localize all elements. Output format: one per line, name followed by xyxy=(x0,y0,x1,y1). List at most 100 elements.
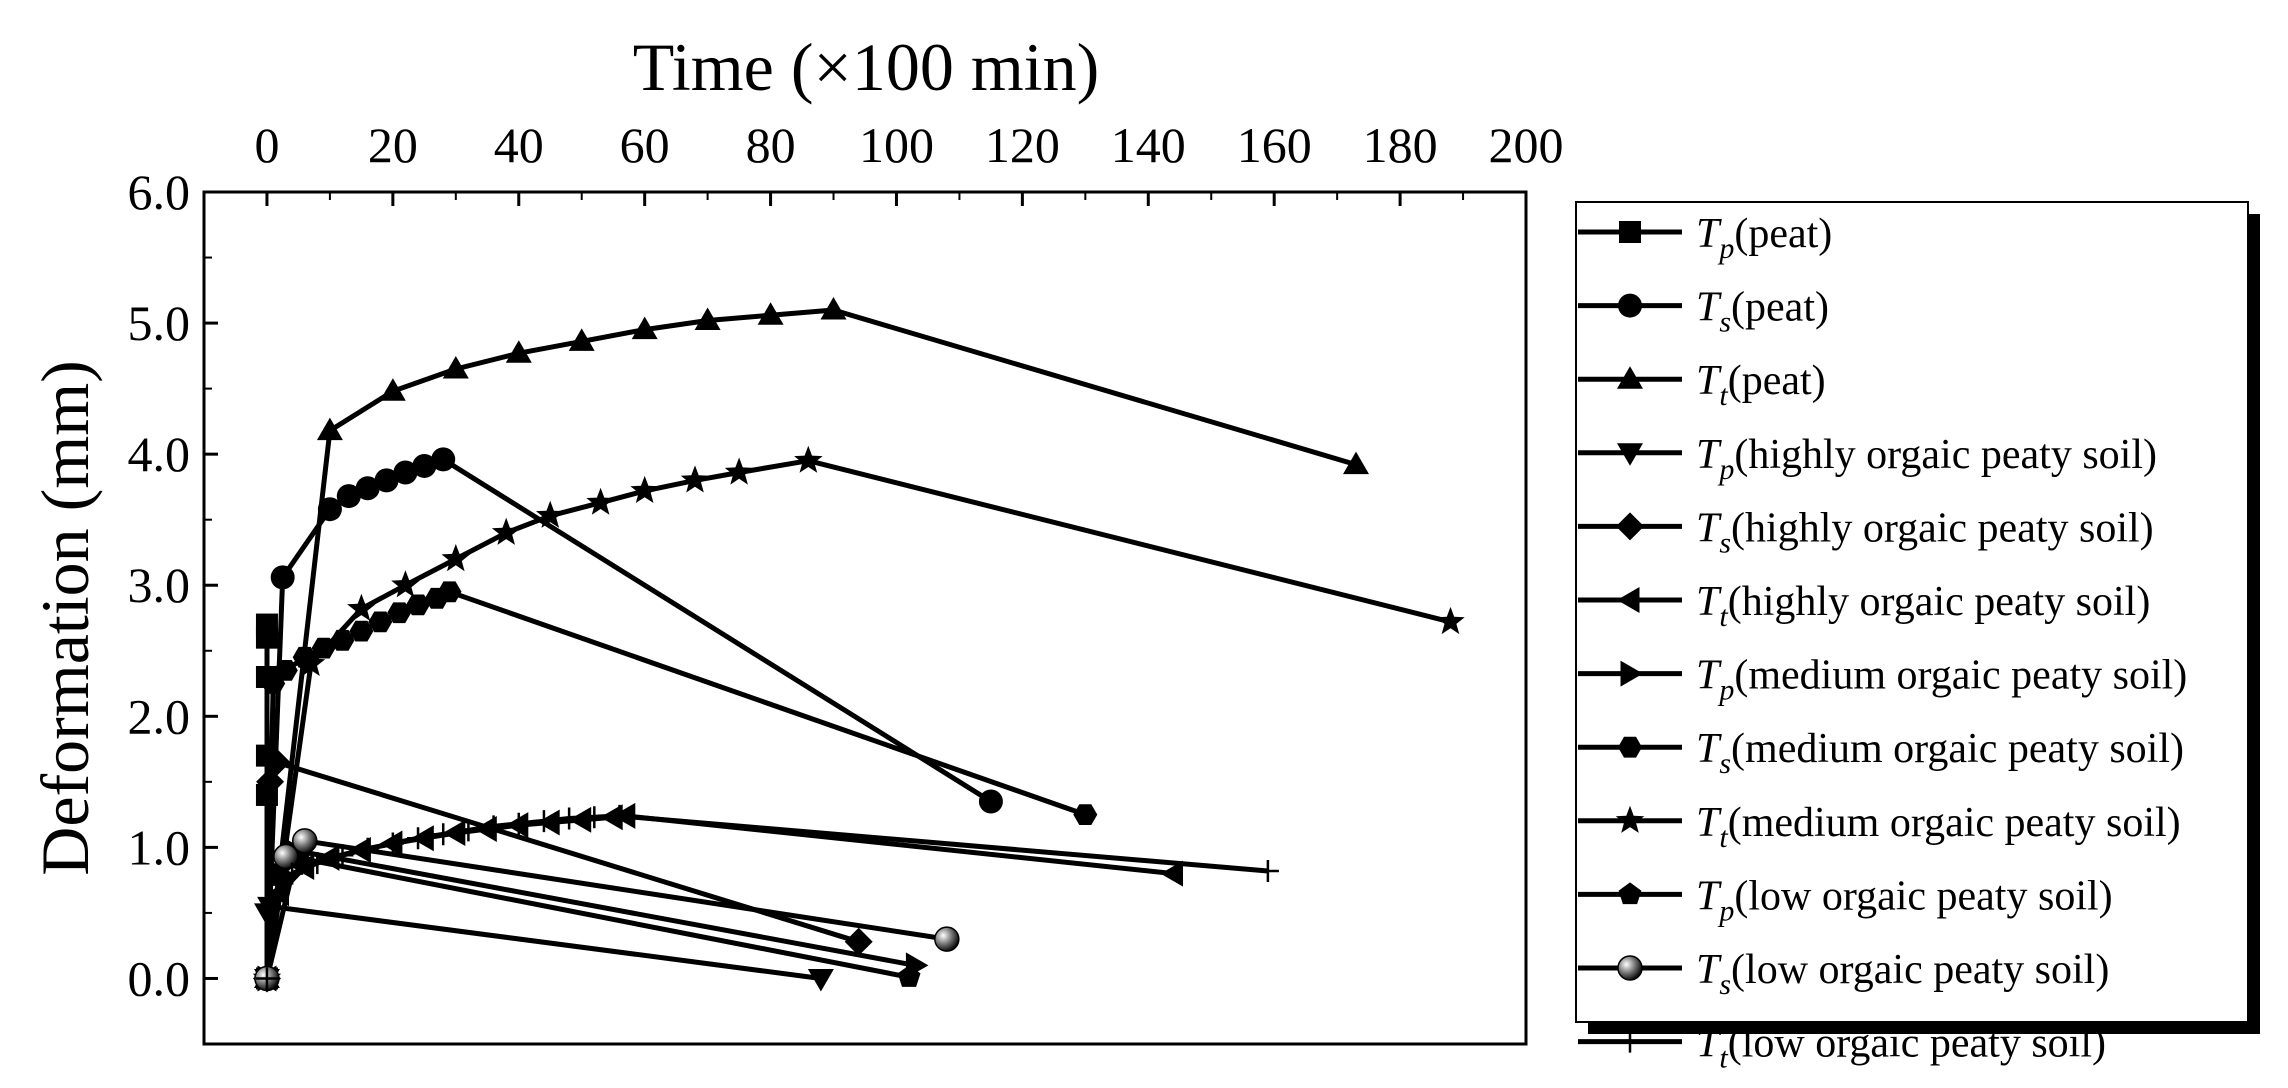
legend-marker-plus xyxy=(1619,1030,1641,1053)
legend-label: Tt(highly orgaic peaty soil) xyxy=(1696,579,2150,633)
x-tick-label: 160 xyxy=(1237,117,1312,173)
data-point-triangle-up xyxy=(505,340,532,363)
data-point-plus xyxy=(356,837,379,860)
data-point-triangle-up xyxy=(316,417,343,441)
x-tick-label: 180 xyxy=(1363,117,1438,173)
data-point-hexagon xyxy=(387,602,412,624)
data-point-hexagon xyxy=(349,620,374,642)
legend-label: Tp(low orgaic peaty soil) xyxy=(1696,873,2113,927)
data-point-hexagon xyxy=(437,581,462,603)
x-tick-label: 140 xyxy=(1111,117,1186,173)
data-point-plus xyxy=(432,823,455,846)
legend-label: Tp(medium orgaic peaty soil) xyxy=(1696,653,2187,707)
x-tick-label: 60 xyxy=(620,117,670,173)
series-lines xyxy=(264,307,1452,981)
axis-ticks: 0 20 40 60 80 100 120 140 160 180 200 0.0 1.0 2.0 3.0 4… xyxy=(128,117,1564,1045)
data-point-star xyxy=(680,465,710,493)
legend-marker-circle xyxy=(1618,293,1642,318)
data-point-plus xyxy=(457,819,480,842)
data-point-plus xyxy=(1256,859,1279,882)
data-point-triangle-left xyxy=(442,820,466,846)
data-point-plus xyxy=(381,832,404,855)
data-point-triangle-up xyxy=(631,316,658,340)
data-point-circle xyxy=(270,565,295,590)
data-point-circle xyxy=(393,460,418,485)
x-axis-title: Time (×100 min) xyxy=(633,29,1100,105)
data-point-triangle-down xyxy=(257,896,284,920)
data-point-plus xyxy=(281,862,304,885)
y-tick-label: 5.0 xyxy=(128,295,191,351)
data-point-circle xyxy=(412,453,437,478)
data-point-star xyxy=(347,593,376,621)
data-point-triangle-left xyxy=(266,880,289,907)
series-line-2 xyxy=(264,456,993,979)
data-point-star xyxy=(1436,606,1465,635)
data-point-plus xyxy=(532,810,555,833)
data-point-triangle-left xyxy=(600,804,623,831)
legend-marker-sphere xyxy=(1617,955,1643,981)
data-point-triangle-left xyxy=(537,809,560,836)
data-point-hexagon xyxy=(368,611,393,633)
data-point-triangle-up xyxy=(694,307,721,330)
data-point-sphere xyxy=(273,843,299,870)
data-point-plus xyxy=(482,815,505,838)
data-point-triangle-up xyxy=(442,356,469,379)
data-point-sphere xyxy=(934,926,960,952)
data-point-plus xyxy=(407,827,430,850)
data-point-triangle-left xyxy=(568,806,592,833)
data-point-diamond xyxy=(844,927,873,956)
legend: Tp(peat) Ts(peat) Tt(peat) Tp(highly orgaic… xyxy=(1578,211,2187,1075)
y-tick-label: 0.0 xyxy=(128,950,191,1006)
data-point-hexagon xyxy=(330,629,355,651)
y-tick-label: 2.0 xyxy=(128,688,191,744)
x-tick-label: 20 xyxy=(368,117,418,173)
data-point-circle xyxy=(355,476,380,501)
data-point-hexagon xyxy=(1073,804,1098,825)
legend-label: Tt(peat) xyxy=(1696,358,1826,412)
legend-label: Tt(medium orgaic peaty soil) xyxy=(1696,800,2181,854)
plot-frame xyxy=(202,190,1528,1046)
data-point-triangle-left xyxy=(474,816,497,842)
y-tick-label: 6.0 xyxy=(128,164,191,220)
legend-label: Ts(medium orgaic peaty soil) xyxy=(1696,726,2184,780)
data-point-star xyxy=(491,517,521,545)
y-tick-label: 1.0 xyxy=(128,819,191,875)
legend-label: Tt(low orgaic peaty soil) xyxy=(1696,1021,2106,1075)
legend-marker-square xyxy=(1619,221,1641,243)
data-point-triangle-down xyxy=(807,969,834,992)
legend-marker-hexagon xyxy=(1618,736,1642,758)
x-tick-label: 40 xyxy=(494,117,544,173)
data-point-hexagon xyxy=(406,594,430,616)
data-point-plus xyxy=(306,852,329,875)
legend-label: Tp(peat) xyxy=(1696,211,1832,265)
legend-marker-triangle-right xyxy=(1620,660,1643,687)
x-tick-label: 200 xyxy=(1489,117,1564,173)
legend-marker-triangle-up xyxy=(1617,366,1643,389)
data-point-circle xyxy=(374,468,399,493)
data-point-plus xyxy=(507,812,530,835)
data-point-triangle-left xyxy=(348,837,371,863)
data-point-star xyxy=(724,457,754,485)
data-point-plus xyxy=(558,807,581,830)
legend-marker-diamond xyxy=(1616,512,1644,541)
data-point-triangle-left xyxy=(1160,860,1183,887)
data-point-star xyxy=(536,500,565,528)
legend-box xyxy=(1575,201,2249,1023)
data-point-plus xyxy=(583,806,606,829)
legend-marker-star xyxy=(1615,805,1645,833)
x-tick-label: 120 xyxy=(985,117,1060,173)
data-point-triangle-left xyxy=(505,812,529,839)
legend-marker-pentagon xyxy=(1618,882,1642,905)
series-markers xyxy=(252,297,1465,993)
data-point-pentagon xyxy=(268,864,291,886)
data-point-star xyxy=(391,570,420,598)
x-tick-label: 80 xyxy=(746,117,796,173)
data-point-star xyxy=(296,648,326,676)
data-point-pentagon xyxy=(897,965,921,987)
data-point-circle xyxy=(317,497,342,522)
legend-label: Ts(highly orgaic peaty soil) xyxy=(1696,505,2154,559)
data-point-triangle-left xyxy=(316,844,340,871)
data-point-hexagon xyxy=(311,637,336,659)
x-tick-label: 0 xyxy=(254,117,279,173)
